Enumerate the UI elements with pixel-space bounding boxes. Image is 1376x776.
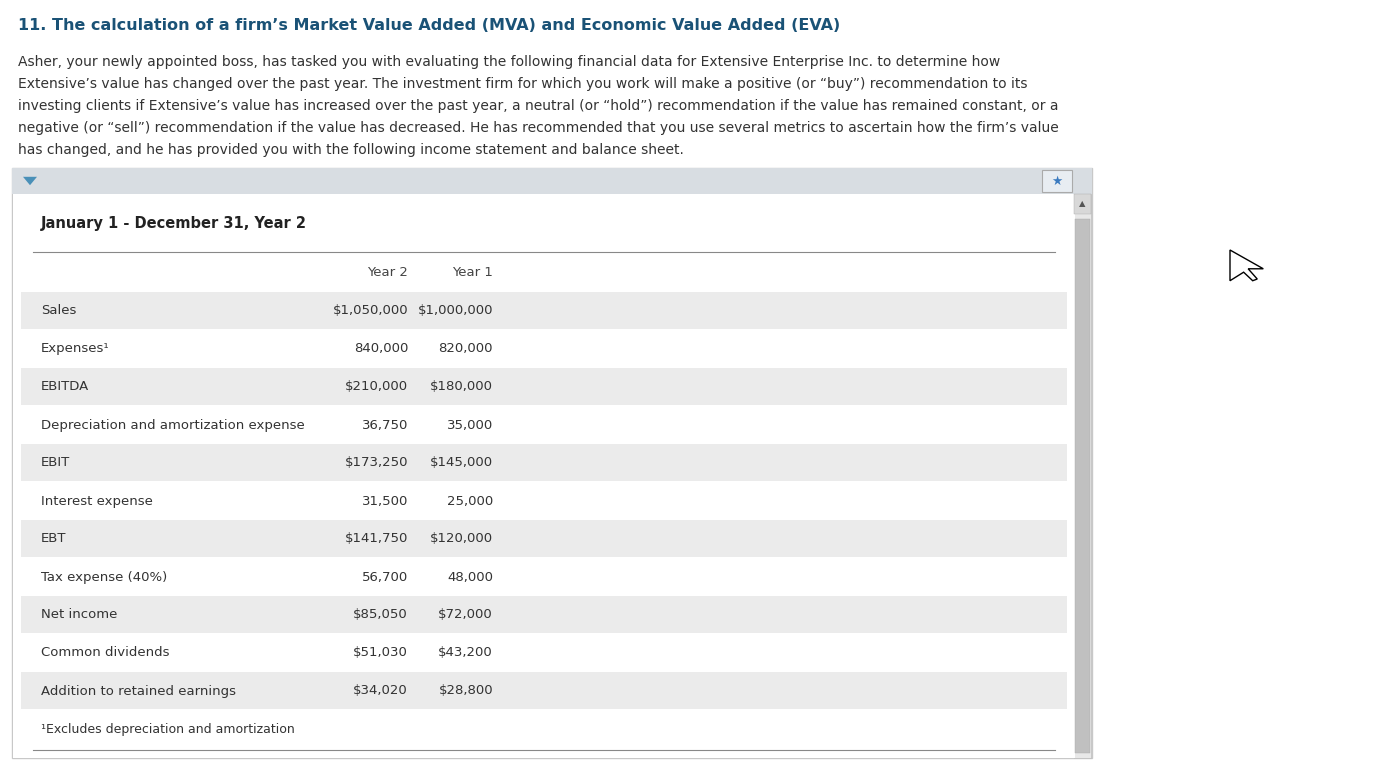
Text: negative (or “sell”) recommendation if the value has decreased. He has recommend: negative (or “sell”) recommendation if t… (18, 121, 1058, 135)
FancyBboxPatch shape (12, 168, 1093, 758)
Text: 820,000: 820,000 (439, 342, 493, 355)
Text: has changed, and he has provided you with the following income statement and bal: has changed, and he has provided you wit… (18, 143, 684, 157)
Text: EBT: EBT (41, 532, 66, 546)
Text: Expenses¹: Expenses¹ (41, 342, 110, 355)
Text: $120,000: $120,000 (429, 532, 493, 546)
Text: ★: ★ (1051, 175, 1062, 188)
Text: Year 1: Year 1 (453, 266, 493, 279)
Text: $210,000: $210,000 (345, 380, 409, 393)
Text: 36,750: 36,750 (362, 418, 409, 431)
Text: 25,000: 25,000 (447, 494, 493, 508)
Text: $72,000: $72,000 (438, 608, 493, 622)
Text: 35,000: 35,000 (447, 418, 493, 431)
Text: $173,250: $173,250 (344, 456, 409, 469)
Text: $85,050: $85,050 (354, 608, 409, 622)
Polygon shape (1230, 250, 1263, 281)
Text: $180,000: $180,000 (431, 380, 493, 393)
Text: 48,000: 48,000 (447, 570, 493, 584)
Text: 840,000: 840,000 (354, 342, 409, 355)
FancyBboxPatch shape (1075, 194, 1091, 214)
Text: $43,200: $43,200 (438, 646, 493, 660)
FancyBboxPatch shape (21, 596, 1066, 633)
Text: Addition to retained earnings: Addition to retained earnings (41, 684, 237, 698)
Text: $141,750: $141,750 (344, 532, 409, 546)
FancyBboxPatch shape (21, 444, 1066, 481)
FancyBboxPatch shape (21, 292, 1066, 329)
Text: Common dividends: Common dividends (41, 646, 169, 660)
FancyBboxPatch shape (21, 368, 1066, 405)
Text: $28,800: $28,800 (439, 684, 493, 698)
FancyBboxPatch shape (21, 520, 1066, 557)
Text: $34,020: $34,020 (354, 684, 409, 698)
Text: $51,030: $51,030 (354, 646, 409, 660)
Text: Net income: Net income (41, 608, 117, 622)
Text: $1,050,000: $1,050,000 (333, 304, 409, 317)
Text: Year 2: Year 2 (367, 266, 409, 279)
Text: Extensive’s value has changed over the past year. The investment firm for which : Extensive’s value has changed over the p… (18, 77, 1028, 91)
Text: 11. The calculation of a firm’s Market Value Added (MVA) and Economic Value Adde: 11. The calculation of a firm’s Market V… (18, 18, 841, 33)
Text: ▲: ▲ (1079, 199, 1086, 209)
FancyBboxPatch shape (1042, 170, 1072, 192)
Text: Sales: Sales (41, 304, 77, 317)
Text: Asher, your newly appointed boss, has tasked you with evaluating the following f: Asher, your newly appointed boss, has ta… (18, 55, 1000, 69)
FancyBboxPatch shape (1075, 219, 1090, 753)
Text: 56,700: 56,700 (362, 570, 409, 584)
Text: 31,500: 31,500 (362, 494, 409, 508)
Text: Depreciation and amortization expense: Depreciation and amortization expense (41, 418, 304, 431)
Text: ¹Excludes depreciation and amortization: ¹Excludes depreciation and amortization (41, 722, 294, 736)
Text: $145,000: $145,000 (429, 456, 493, 469)
FancyBboxPatch shape (12, 168, 1093, 194)
Text: investing clients if Extensive’s value has increased over the past year, a neutr: investing clients if Extensive’s value h… (18, 99, 1058, 113)
FancyBboxPatch shape (21, 672, 1066, 709)
Text: $1,000,000: $1,000,000 (417, 304, 493, 317)
Text: Tax expense (40%): Tax expense (40%) (41, 570, 168, 584)
Polygon shape (23, 177, 37, 185)
FancyBboxPatch shape (1075, 194, 1091, 758)
Text: January 1 - December 31, Year 2: January 1 - December 31, Year 2 (41, 216, 307, 231)
Text: EBIT: EBIT (41, 456, 70, 469)
FancyBboxPatch shape (12, 194, 1075, 758)
Text: Interest expense: Interest expense (41, 494, 153, 508)
Text: EBITDA: EBITDA (41, 380, 89, 393)
